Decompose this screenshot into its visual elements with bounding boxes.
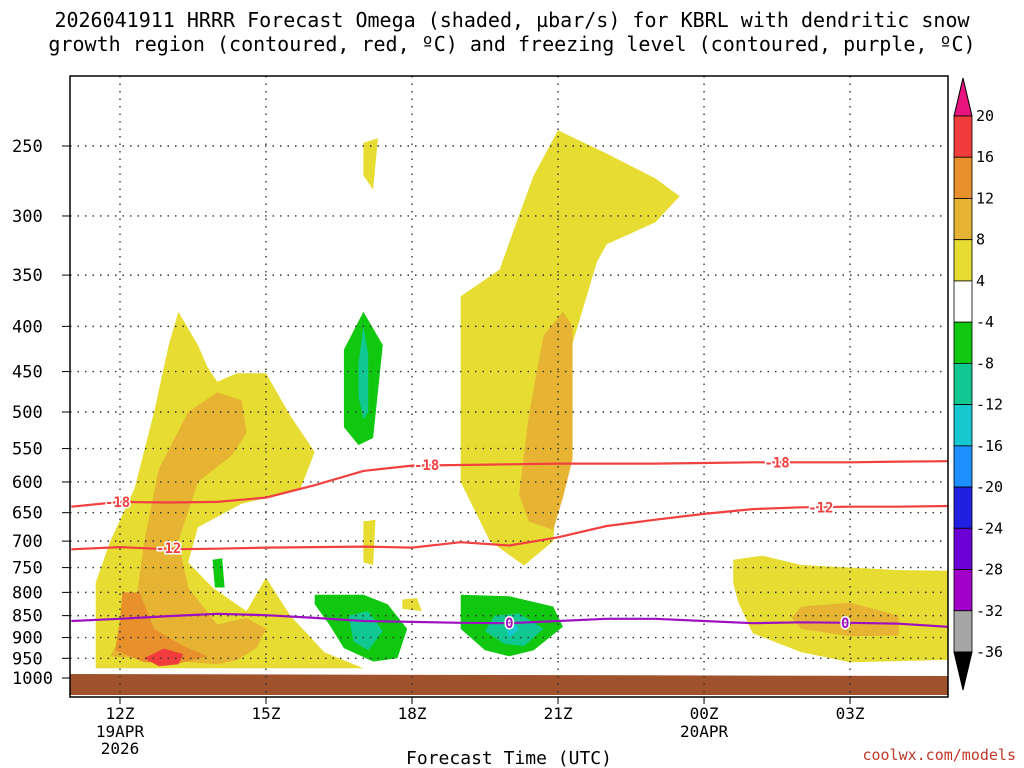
colorbar-label: -16 <box>976 437 1003 455</box>
contour-line--12 <box>71 504 948 551</box>
contour-label-0: 0 <box>841 616 849 632</box>
colorbar-top-arrow <box>953 77 973 117</box>
colorbar-label: -24 <box>976 519 1003 537</box>
colorbar-band <box>953 445 973 488</box>
y-tick-label-550: 550 <box>12 440 43 460</box>
omega-region-plus8 <box>791 602 899 637</box>
colorbar-label: -12 <box>976 396 1003 414</box>
contour-layer: -18 -18 -18 -12 -12 0 0 <box>71 454 948 633</box>
ground-surface <box>70 674 948 695</box>
omega-region-minus12 <box>504 620 520 638</box>
colorbar-label: -36 <box>976 643 1003 661</box>
omega-region-plus4 <box>402 598 422 612</box>
omega-region-plus4 <box>363 519 376 565</box>
colorbar-band <box>953 198 973 241</box>
omega-fill-layer <box>95 130 948 669</box>
x-axis-label: Forecast Time (UTC) <box>406 748 612 768</box>
y-tick-label-850: 850 <box>12 607 43 627</box>
omega-region-plus12 <box>115 592 208 664</box>
y-tick-label-450: 450 <box>12 363 43 383</box>
colorbar-band <box>953 156 973 199</box>
x-tick-label-12Z: 12Z <box>106 704 135 723</box>
omega-region-minus8 <box>358 326 369 420</box>
colorbar-band <box>953 321 973 364</box>
x-tick-label-18Z: 18Z <box>398 704 427 723</box>
y-tick-label-350: 350 <box>12 266 43 286</box>
contour-label--18: -18 <box>764 455 789 471</box>
colorbar-band <box>953 569 973 612</box>
colorbar-band <box>953 362 973 406</box>
ground-layer <box>70 674 948 695</box>
y-tick-label-800: 800 <box>12 583 43 603</box>
chart-title: 2026041911 HRRR Forecast Omega (shaded, … <box>48 8 976 56</box>
colorbar-label: 16 <box>976 148 994 166</box>
colorbar-band <box>953 404 973 447</box>
y-tick-label-500: 500 <box>12 403 43 423</box>
colorbar-label: 12 <box>976 189 994 207</box>
colorbar-label: -32 <box>976 602 1003 620</box>
colorbar-band <box>953 239 973 282</box>
contour-label--18: -18 <box>414 458 439 474</box>
colorbar-band <box>953 280 973 323</box>
omega-region-plus16 <box>144 648 184 667</box>
grid-layer <box>70 76 948 697</box>
plot-frame <box>69 75 949 698</box>
x-tick-sublabel: 20APR <box>680 722 729 741</box>
y-tick-label-900: 900 <box>12 629 43 649</box>
y-tick-label-650: 650 <box>12 504 43 524</box>
y-tick-label-950: 950 <box>12 649 43 669</box>
x-tick-label-03Z: 03Z <box>836 704 865 723</box>
watermark-link[interactable]: coolwx.com/models <box>862 746 1016 764</box>
colorbar-band <box>953 486 973 529</box>
colorbar-label: -4 <box>976 313 994 331</box>
x-tick-sublabel: 2026 <box>101 739 140 758</box>
y-tick-label-700: 700 <box>12 532 43 552</box>
contour-label--18: -18 <box>105 495 130 511</box>
colorbar-label: 20 <box>976 107 994 125</box>
colorbar-band <box>953 115 973 158</box>
x-tick-label-00Z: 00Z <box>690 704 719 723</box>
y-tick-label-750: 750 <box>12 559 43 579</box>
omega-region-plus4 <box>363 138 378 190</box>
y-tick-label-300: 300 <box>12 207 43 227</box>
y-axis: 2503003504004505005506006507007508008509… <box>12 137 70 689</box>
colorbar-label: 8 <box>976 231 985 249</box>
colorbar-band <box>953 527 973 570</box>
colorbar-label: 4 <box>976 272 985 290</box>
x-tick-label-15Z: 15Z <box>252 704 281 723</box>
colorbar: 20 16 12 8 4 -4 -8 -12 -16 -20 -24 -28 -32 -36 <box>953 77 1003 691</box>
colorbar-label: -28 <box>976 561 1003 579</box>
colorbar-band <box>953 610 973 653</box>
contour-line-0 <box>71 612 948 628</box>
contour-label-0: 0 <box>505 616 513 632</box>
omega-region-plus8 <box>110 392 266 665</box>
omega-region-minus4 <box>212 558 225 588</box>
omega-region-plus8 <box>519 311 573 530</box>
contour-line--18 <box>71 460 948 508</box>
colorbar-label: -20 <box>976 478 1003 496</box>
y-tick-label-250: 250 <box>12 137 43 157</box>
y-tick-label-600: 600 <box>12 473 43 493</box>
x-tick-sublabel: 19APR <box>96 722 145 741</box>
x-tick-label-21Z: 21Z <box>544 704 573 723</box>
colorbar-bottom-arrow <box>953 651 973 691</box>
colorbar-label: -8 <box>976 354 994 372</box>
y-tick-label-1000: 1000 <box>12 669 53 689</box>
contour-label--12: -12 <box>156 541 181 557</box>
contour-label--12: -12 <box>808 500 833 516</box>
y-tick-label-400: 400 <box>12 317 43 337</box>
